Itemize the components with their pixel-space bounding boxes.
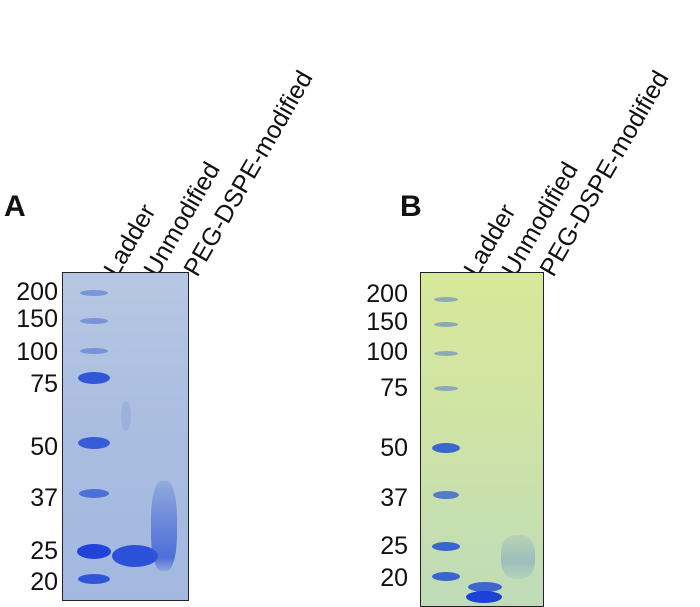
gel-panel-b: B Ladder Unmodified PEG-DSPE-modified 20… [350, 0, 700, 607]
marker-25-a: 25 [30, 537, 58, 565]
ladder-band-20-b [432, 572, 460, 581]
ladder-band-75-a [78, 372, 110, 384]
faint-band-unmodified-a [121, 401, 131, 431]
ladder-band-200-b [434, 297, 458, 302]
ladder-band-200-a [80, 290, 108, 296]
marker-200-b: 200 [366, 280, 408, 308]
marker-37-a: 37 [30, 484, 58, 512]
ladder-band-75-b [434, 386, 458, 391]
panel-label-a: A [4, 190, 26, 223]
marker-75-b: 75 [380, 374, 408, 402]
gel-image-b [420, 272, 544, 607]
marker-20-b: 20 [380, 564, 408, 592]
marker-37-b: 37 [380, 484, 408, 512]
marker-75-a: 75 [30, 370, 58, 398]
ladder-band-50-a [78, 437, 110, 449]
ladder-band-150-a [80, 318, 108, 324]
ladder-band-25-a [77, 544, 111, 559]
ladder-band-100-a [80, 348, 108, 354]
marker-50-a: 50 [30, 433, 58, 461]
gel-image-a [62, 272, 189, 601]
marker-50-b: 50 [380, 434, 408, 462]
ladder-band-100-b [434, 351, 458, 356]
ladder-band-37-a [79, 489, 109, 498]
marker-200-a: 200 [16, 278, 58, 306]
unmodified-band-a [112, 545, 158, 567]
marker-20-a: 20 [30, 568, 58, 596]
gel-panel-a: A Ladder Unmodified PEG-DSPE-modified 20… [4, 66, 319, 601]
marker-100-a: 100 [16, 338, 58, 366]
peg-dspe-smear-a [151, 481, 177, 571]
unmodified-band-lower-b [466, 591, 502, 603]
ladder-band-20-a [78, 574, 110, 584]
marker-150-b: 150 [366, 308, 408, 336]
peg-dspe-smear-b [501, 535, 535, 579]
ladder-band-25-b [432, 542, 460, 551]
ladder-band-50-b [432, 443, 460, 453]
marker-150-a: 150 [16, 305, 58, 333]
ladder-band-37-b [433, 491, 459, 499]
panel-label-b: B [400, 190, 422, 223]
unmodified-band-upper-b [468, 582, 502, 592]
marker-25-b: 25 [380, 532, 408, 560]
marker-100-b: 100 [366, 338, 408, 366]
ladder-band-150-b [434, 322, 458, 327]
